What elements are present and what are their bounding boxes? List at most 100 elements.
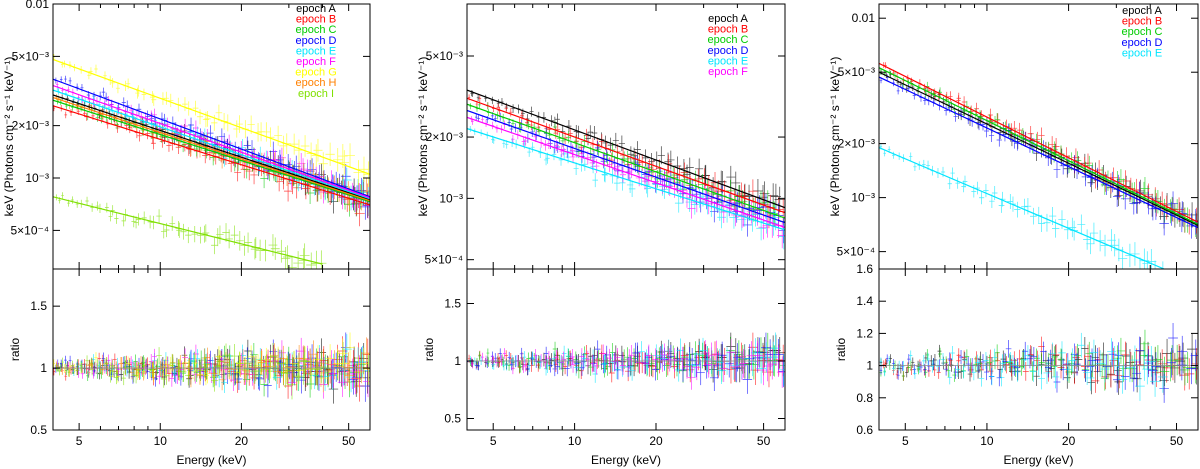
model-line-epoch-c [53,99,370,203]
ratio-points [879,322,1198,403]
panel-left: 5 10 20 50 Energy (keV) 0.01 5×10⁻³ 2×10⁻³ 10⁻³ 5… [2,0,371,467]
legend-entry: epoch G [295,67,337,79]
model-line-epoch-d [879,76,1198,229]
ratio-tick-label: 0.6 [856,423,873,437]
data-points-epoch-f [470,116,785,249]
legend-entry: epoch E [1122,47,1162,59]
y-tick-label: 0.01 [852,11,876,25]
model-line-epoch-c [879,67,1198,225]
data-points-epoch-i [55,192,327,269]
legend-entry: epoch E [296,45,336,57]
y-tick-label: 0.01 [26,0,50,11]
legend-entry: epoch C [296,24,337,36]
x-tick-label: 20 [649,434,663,448]
model-line-epoch-b [467,97,785,214]
x-axis-label: Energy (keV) [176,453,246,467]
ratio-tick-label: 0.8 [856,391,873,405]
ratio-tick-label: 0.5 [30,423,47,437]
model-line-epoch-e [53,89,370,200]
ratio-frame [878,268,1199,431]
x-tick-label: 10 [154,434,168,448]
data-points-epoch-e [879,143,1164,269]
model-line-epoch-f [53,84,370,199]
ratio-tick-label: 1.5 [444,297,461,311]
y-tick-label: 5×10⁻⁴ [424,253,463,267]
ratio-axis-label: ratio [834,338,848,362]
model-line-epoch-c [467,103,785,219]
x-axis-label: Energy (keV) [1003,453,1073,467]
ratio-frame [466,268,786,431]
model-line-epoch-g [53,58,370,175]
y-tick-label: 10⁻³ [25,171,49,185]
x-tick-label: 5 [490,434,497,448]
legend-entry: epoch B [1122,16,1162,28]
legend-entry: epoch C [708,34,749,46]
ratio-tick-label: 1 [40,361,47,375]
spectrum-points [467,90,785,250]
x-tick-label: 10 [568,434,582,448]
legend-entry: epoch F [708,66,748,78]
ratio-points [467,332,785,394]
y-tick-label: 2×10⁻³ [12,119,49,133]
panel-middle: 5 10 20 50 Energy (keV) 5×10⁻³ 2×10⁻³ 10⁻³ 5×10⁻… [416,3,786,467]
ratio-tick-label: 1 [866,359,873,373]
ratio-axis-label: ratio [8,338,22,362]
model-line-epoch-b [879,62,1198,223]
x-tick-label: 5 [902,434,909,448]
x-tick-label: 50 [342,434,356,448]
ratio-axis-label: ratio [422,338,436,362]
data-points-epoch-d [879,74,1198,239]
legend-entry: epoch E [708,55,748,67]
model-line-epoch-h [53,96,370,202]
data-points-epoch-a [879,68,1198,239]
ratio-points-epoch-b [882,336,1198,393]
legend-entry: epoch C [1122,26,1163,38]
x-tick-label: 50 [757,434,771,448]
y-tick-label: 5×10⁻³ [838,65,875,79]
model-line-epoch-b [53,105,370,206]
data-points-epoch-d [467,108,785,244]
y-tick-label: 5×10⁻⁴ [10,223,49,237]
model-line-epoch-a [53,94,370,201]
x-tick-label: 10 [980,434,994,448]
y-tick-label: 10⁻³ [439,191,463,205]
y-axis-label: keV (Photons cm⁻² s⁻¹ keV⁻¹) [416,57,430,217]
ratio-tick-label: 1.5 [30,299,47,313]
model-line-epoch-d [467,109,785,224]
model-line-epoch-f [467,116,785,228]
y-tick-label: 5×10⁻⁴ [836,245,875,259]
legend-entry: epoch B [708,24,748,36]
legend-entry: epoch B [296,14,336,26]
x-tick-label: 50 [1170,434,1184,448]
ratio-tick-label: 1.4 [856,294,873,308]
ratio-tick-label: 0.5 [444,412,461,426]
x-tick-label: 20 [235,434,249,448]
legend-entry: epoch A [296,3,336,15]
legend-entry: epoch I [298,88,334,100]
legend-entry: epoch F [296,56,336,68]
x-axis-label: Energy (keV) [591,453,661,467]
y-tick-label: 2×10⁻³ [426,130,463,144]
ratio-frame [52,268,371,431]
y-tick-label: 2×10⁻³ [838,137,875,151]
legend-entry: epoch D [708,45,749,57]
legend-entry: epoch D [296,35,337,47]
y-tick-label: 5×10⁻³ [12,49,49,63]
ratio-tick-label: 1.6 [856,262,873,276]
ratio-points-epoch-e [879,332,1169,401]
legend-entry: epoch D [1122,37,1163,49]
x-tick-label: 5 [76,434,83,448]
legend-entry: epoch H [296,77,337,89]
legend-entry: epoch A [708,13,748,25]
model-line-epoch-a [467,89,785,209]
legend-entry: epoch A [1122,5,1162,17]
ratio-tick-label: 1.2 [856,326,873,340]
model-line-epoch-d [53,78,370,198]
ratio-tick-label: 1 [454,354,461,368]
model-line-epoch-e [879,147,1165,269]
y-tick-label: 10⁻³ [851,191,875,205]
